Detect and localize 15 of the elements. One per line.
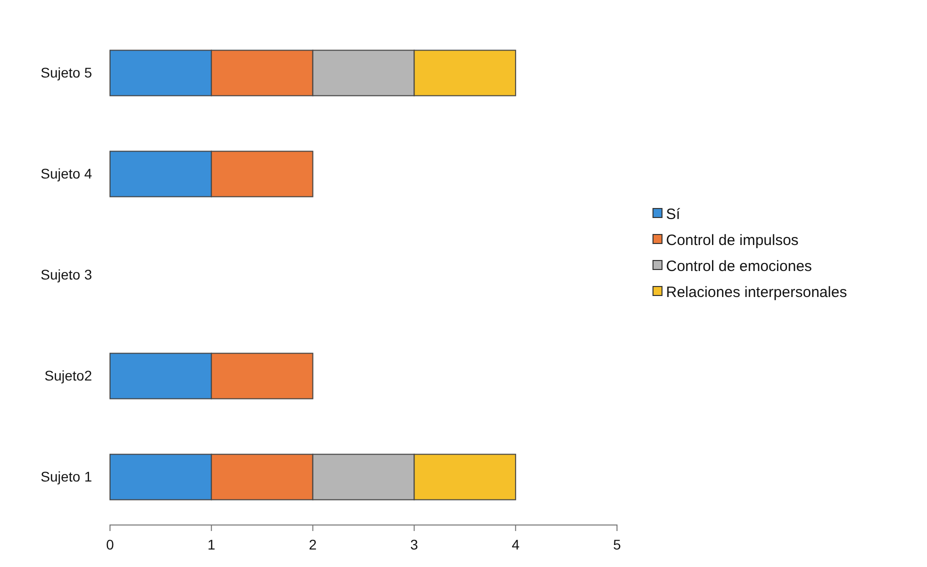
- y-tick-label: Sujeto 1: [40, 468, 92, 484]
- legend-label: Control de emociones: [666, 258, 812, 275]
- y-tick-label: Sujeto2: [44, 367, 92, 384]
- y-tick-label: Sujeto 3: [40, 266, 92, 282]
- x-tick-label: 1: [208, 536, 216, 552]
- y-tick-label: Sujeto 5: [40, 64, 92, 80]
- legend-label: Sí: [666, 206, 682, 223]
- x-tick-label: 2: [308, 536, 317, 552]
- y-tick-label: Sujeto 4: [40, 165, 92, 182]
- x-tick-label: 4: [512, 536, 520, 552]
- legend-label: Relaciones interpersonales: [666, 284, 847, 301]
- legend-label: Control de impulsos: [666, 232, 799, 249]
- x-tick-label: 0: [106, 536, 114, 552]
- x-tick-label: 3: [410, 536, 418, 552]
- x-tick-label: 5: [613, 536, 622, 552]
